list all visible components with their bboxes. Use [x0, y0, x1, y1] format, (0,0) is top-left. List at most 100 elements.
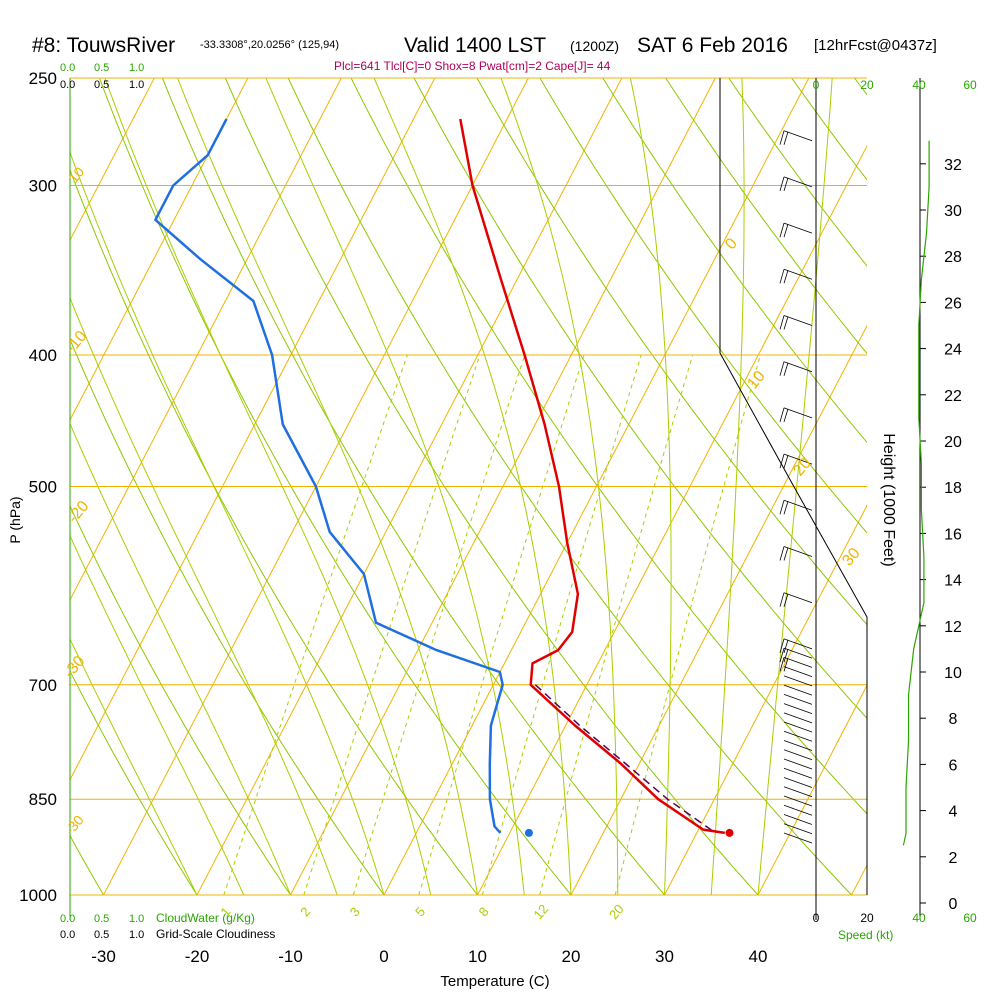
pressure-tick-250: 250: [29, 69, 57, 88]
moist-adiabat: [104, 78, 432, 895]
isotherm-label: 30: [839, 545, 864, 570]
mixing-ratio-label-5: 5: [412, 904, 428, 919]
grid-layer: [69, 77, 926, 920]
height-tick-6: 6: [949, 757, 958, 774]
dry-adiabat: [854, 78, 867, 96]
dry-adiabat: [539, 78, 867, 534]
wind-barb: [783, 499, 813, 511]
moist-adiabat: [500, 78, 619, 895]
wind-barb-flag: [783, 362, 789, 376]
parcel-path: [534, 684, 716, 834]
cloudwater-bottom-tick-2: 1.0: [129, 913, 144, 925]
height-tick-14: 14: [944, 573, 962, 590]
dry-adiabat: [476, 78, 867, 626]
moist-adiabat: [710, 78, 745, 895]
dry-adiabat: [70, 504, 291, 895]
height-tick-4: 4: [949, 804, 958, 821]
isotherm-label: -30: [61, 653, 89, 682]
wind-barb: [783, 758, 813, 770]
mixing-ratio-label-20: 20: [606, 901, 627, 922]
pressure-tick-300: 300: [29, 176, 57, 195]
isotherm-label: -20: [65, 498, 93, 527]
wind-barb: [783, 749, 813, 761]
height-tick-30: 30: [944, 203, 962, 220]
dry-adiabat: [98, 78, 572, 895]
mixing-ratio-label-3: 3: [347, 904, 363, 919]
isotherm-line: [757, 684, 867, 895]
isotherm-line: [70, 78, 155, 242]
dry-adiabat: [350, 78, 867, 815]
dewpoint-line: [154, 118, 504, 834]
wind-barb: [783, 638, 813, 650]
wind-barb: [783, 361, 813, 373]
speed-caption: Speed (kt): [838, 928, 893, 942]
mixing-ratio-line: [303, 354, 481, 895]
isotherm-label: 10: [744, 368, 769, 393]
x-axis-title: Temperature (C): [440, 973, 549, 990]
wind-barb: [783, 703, 813, 714]
wind-barb-flag: [779, 222, 785, 238]
dry-adiabat: [665, 78, 867, 355]
plot-clip-group: [70, 78, 867, 895]
wind-barb: [783, 315, 813, 326]
isotherm-line: [70, 78, 249, 422]
wind-barb: [783, 407, 813, 419]
wind-barb-flag: [783, 547, 789, 561]
wind-barb: [783, 268, 813, 280]
wind-barb: [783, 647, 813, 659]
wind-barb-flag: [779, 500, 785, 515]
height-axis-title: Height (1000 Feet): [880, 433, 897, 566]
wind-barb: [783, 730, 813, 742]
wind-barb-flag: [783, 316, 789, 330]
dry-adiabat: [161, 78, 665, 895]
speed-top-black-0: 0: [813, 78, 820, 92]
isotherm-label: 10: [65, 164, 87, 186]
wind-barb-flag: [783, 131, 789, 145]
cloudiness-top-tick-1: 0.5: [94, 79, 109, 91]
height-tick-32: 32: [944, 157, 962, 174]
wind-barb-flag: [783, 454, 789, 469]
wind-barb-flag: [779, 315, 785, 330]
cloudwater-bottom-tick-1: 0.5: [94, 913, 109, 925]
wind-barb: [783, 666, 813, 677]
speed-bottom-black-2: 40: [912, 911, 926, 925]
height-tick-2: 2: [949, 850, 958, 867]
wind-barb-flag: [779, 407, 785, 423]
cloudiness-bottom-tick-0: 0.0: [60, 929, 75, 941]
temp-tick-0: 0: [379, 947, 388, 966]
wind-barb-flag: [779, 453, 785, 469]
speed-top-green-1: 40: [912, 78, 926, 92]
wind-barb: [783, 832, 813, 844]
valid-date: SAT 6 Feb 2016: [637, 34, 788, 57]
mixing-ratio-label-8: 8: [476, 904, 492, 919]
moist-adiabat: [70, 638, 198, 895]
temperature-line: [459, 118, 725, 835]
wind-barb: [783, 675, 813, 687]
cloudwater-caption: CloudWater (g/Kg): [156, 911, 255, 925]
dry-adiabat: [70, 670, 198, 895]
moist-adiabat: [70, 422, 291, 895]
height-tick-10: 10: [944, 665, 962, 682]
moist-adiabat: [70, 534, 245, 895]
pressure-tick-1000: 1000: [19, 886, 57, 905]
isotherm-label: 0: [722, 235, 741, 253]
height-tick-8: 8: [949, 711, 958, 728]
wind-barb: [783, 546, 813, 557]
wind-barb-flag: [779, 130, 785, 145]
wind-barb: [783, 777, 813, 788]
profile-layer: [154, 118, 734, 837]
dry-adiabat: [70, 338, 385, 895]
cloudwater-top-tick-0: 0.0: [60, 62, 75, 74]
wind-barb-flag: [783, 408, 789, 423]
pressure-tick-500: 500: [29, 478, 57, 497]
pressure-tick-700: 700: [29, 676, 57, 695]
dry-adiabat: [287, 78, 852, 895]
wind-barb: [783, 767, 813, 779]
wind-barb-flag: [779, 269, 785, 284]
isotherm-label: -30: [62, 812, 87, 838]
height-tick-16: 16: [944, 526, 962, 543]
temp-tick--10: -10: [278, 947, 303, 966]
wind-barb-flag: [779, 361, 785, 376]
